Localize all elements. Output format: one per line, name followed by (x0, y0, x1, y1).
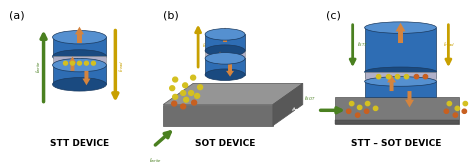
Circle shape (191, 100, 197, 105)
Ellipse shape (53, 31, 106, 44)
Ellipse shape (205, 53, 245, 64)
Circle shape (357, 105, 362, 110)
Circle shape (463, 102, 467, 106)
Circle shape (173, 94, 178, 99)
Circle shape (462, 109, 466, 113)
Text: HEAVY METAL: HEAVY METAL (291, 106, 329, 135)
Text: $I_{write}$: $I_{write}$ (149, 156, 162, 165)
Circle shape (181, 91, 186, 95)
Circle shape (349, 102, 354, 106)
Circle shape (386, 74, 391, 79)
Bar (205, 58, 245, 75)
Text: $I_{read}$: $I_{read}$ (443, 40, 456, 49)
Text: STT – SOT DEVICE: STT – SOT DEVICE (351, 139, 442, 148)
Circle shape (376, 74, 381, 79)
Circle shape (356, 113, 360, 117)
Text: (a): (a) (9, 10, 24, 20)
Text: $I_{STT}$: $I_{STT}$ (356, 40, 368, 49)
Circle shape (71, 61, 74, 65)
Ellipse shape (205, 69, 245, 80)
Polygon shape (405, 91, 414, 107)
Circle shape (181, 104, 186, 109)
Text: $I_{read}$: $I_{read}$ (117, 60, 126, 72)
Bar (335, 97, 459, 124)
Circle shape (172, 101, 177, 106)
Circle shape (404, 74, 409, 79)
Circle shape (423, 74, 428, 79)
Polygon shape (395, 23, 405, 43)
Text: (c): (c) (326, 10, 341, 20)
Circle shape (84, 61, 89, 65)
Polygon shape (163, 105, 273, 126)
Circle shape (455, 106, 460, 111)
Text: SOT DEVICE: SOT DEVICE (195, 139, 255, 148)
Polygon shape (221, 28, 229, 42)
Ellipse shape (205, 45, 245, 56)
Circle shape (414, 74, 419, 79)
Text: $I_{SOT}$: $I_{SOT}$ (304, 94, 316, 103)
Circle shape (195, 94, 200, 98)
Text: MgO: MgO (74, 58, 85, 63)
Ellipse shape (365, 77, 437, 86)
Bar (365, 81, 437, 97)
Polygon shape (226, 64, 234, 77)
Circle shape (77, 61, 82, 65)
Circle shape (170, 86, 175, 91)
Text: STT DEVICE: STT DEVICE (50, 139, 109, 148)
Polygon shape (163, 83, 303, 105)
Circle shape (346, 109, 351, 113)
Circle shape (183, 97, 189, 102)
Circle shape (198, 85, 202, 90)
Circle shape (64, 61, 67, 65)
Polygon shape (69, 56, 76, 71)
Bar (205, 51, 245, 58)
Bar (205, 34, 245, 51)
Polygon shape (82, 71, 91, 85)
Circle shape (173, 77, 178, 82)
Bar (365, 72, 437, 81)
Polygon shape (216, 52, 224, 64)
Circle shape (374, 106, 378, 111)
Ellipse shape (53, 58, 106, 72)
Circle shape (395, 74, 400, 79)
Bar (365, 28, 437, 78)
Ellipse shape (365, 67, 437, 77)
Ellipse shape (205, 29, 245, 40)
Circle shape (189, 91, 193, 95)
Circle shape (182, 83, 188, 88)
Bar (53, 65, 106, 84)
Circle shape (444, 109, 448, 113)
Circle shape (191, 75, 196, 80)
Polygon shape (387, 75, 396, 91)
Text: $I_{write}$: $I_{write}$ (34, 59, 43, 73)
Bar (53, 37, 106, 56)
Text: $I_{read}$: $I_{read}$ (202, 41, 215, 50)
Polygon shape (75, 27, 84, 43)
Ellipse shape (53, 78, 106, 91)
Circle shape (91, 61, 95, 65)
Circle shape (365, 102, 370, 106)
Bar (335, 120, 459, 124)
Ellipse shape (365, 22, 437, 33)
Bar (53, 56, 106, 65)
Circle shape (365, 109, 369, 113)
Polygon shape (273, 83, 303, 126)
Text: (b): (b) (163, 10, 179, 20)
Ellipse shape (53, 50, 106, 63)
Circle shape (447, 102, 452, 106)
Circle shape (453, 113, 457, 117)
